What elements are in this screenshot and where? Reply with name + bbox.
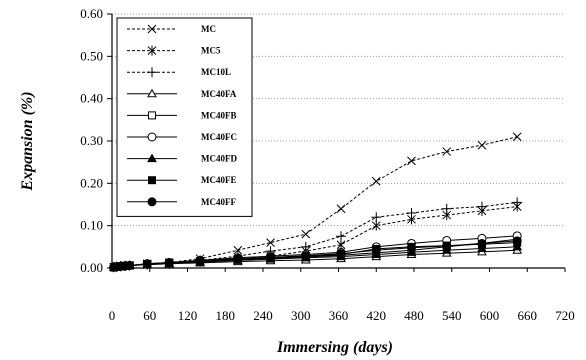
y-tick-label: 0.40 [80,91,103,106]
data-point [442,147,452,156]
data-point [441,203,452,214]
legend-label: MC [201,24,216,34]
data-point [336,231,347,242]
data-point [476,201,487,212]
series-mc40ff [109,236,522,272]
y-tick-label: 0.30 [80,133,103,148]
legend-entry: MC5 [127,46,221,56]
legend-entry: MC40FD [127,153,237,164]
axes [107,13,566,272]
series-group [108,132,523,273]
x-tick-label: 660 [518,308,538,323]
data-point [125,260,135,270]
legend-label: MC40FD [201,154,237,164]
legend-label: MC40FF [201,197,236,207]
x-tick-label: 360 [329,308,349,323]
x-tick-label: 720 [555,308,575,323]
y-axis-label: Expansion (%) [19,91,36,191]
x-tick-label: 120 [178,308,198,323]
legend-label: MC40FE [201,175,237,185]
x-tick-labels: 0 60 120 180 240 300 360 420 480 540 600 660 720 [109,308,575,323]
data-point [371,245,381,255]
data-point [164,257,174,267]
legend-entry: MC10L [127,67,231,78]
series-line [113,201,518,268]
data-point [233,245,243,255]
data-point [371,176,381,186]
x-tick-label: 480 [404,308,424,323]
legend-marker [147,197,157,207]
data-point [512,197,523,208]
legend-marker [148,176,156,185]
series-line [113,249,518,268]
data-point [195,256,205,266]
y-tick-label: 0.20 [80,175,103,190]
y-tick-label: 0.00 [80,260,103,275]
x-tick-label: 300 [291,308,311,323]
legend-entry: MC40FC [127,132,237,142]
data-point [266,238,275,247]
y-tick-labels: 0.00 0.10 0.20 0.30 0.40 0.50 0.60 [80,6,103,275]
legend-label: MC40FB [201,110,237,120]
legend-marker [147,88,157,98]
data-point [406,207,417,218]
data-point [512,132,522,142]
data-point [336,249,346,259]
legend-entry: MC [127,24,216,34]
series-line [113,206,518,268]
x-tick-label: 180 [216,308,236,323]
legend-entry: MC40FE [127,175,237,185]
legend-entry: MC40FA [127,88,237,99]
legend: MC MC5 MC10L MC40FA MC40FB MC40FC MC40FD MC40FE… [116,17,253,217]
legend-marker [147,132,157,142]
x-tick-label: 600 [480,308,500,323]
x-tick-label: 240 [253,308,273,323]
data-point [266,252,276,262]
data-point [407,156,416,166]
legend-marker [147,67,157,78]
data-point [301,229,311,239]
legend-label: MC5 [201,46,221,56]
legend-marker [148,111,156,120]
data-point [336,204,346,214]
x-tick-label: 0 [109,308,116,323]
legend-label: MC40FC [201,132,237,142]
data-point [142,259,152,269]
legend-entry: MC40FF [127,197,236,207]
data-point [406,243,416,253]
data-point [477,140,487,150]
x-tick-label: 540 [442,308,462,323]
data-point [512,236,522,246]
y-tick-label: 0.50 [80,48,103,63]
x-tick-label: 60 [143,308,156,323]
y-tick-label: 0.10 [80,218,103,233]
data-point [233,254,243,264]
x-tick-label: 420 [367,308,387,323]
legend-label: MC10L [201,67,231,77]
data-point [477,238,487,248]
x-axis-label: Immersing (days) [276,339,393,356]
data-point [371,212,382,223]
legend-marker [147,153,157,163]
data-point [371,220,381,231]
data-point [301,251,311,261]
legend-label: MC40FA [201,89,237,99]
data-point [442,241,452,251]
legend-entry: MC40FB [127,110,237,120]
y-tick-label: 0.60 [80,6,103,21]
legend-marker [147,45,157,56]
legend-marker [147,24,157,34]
